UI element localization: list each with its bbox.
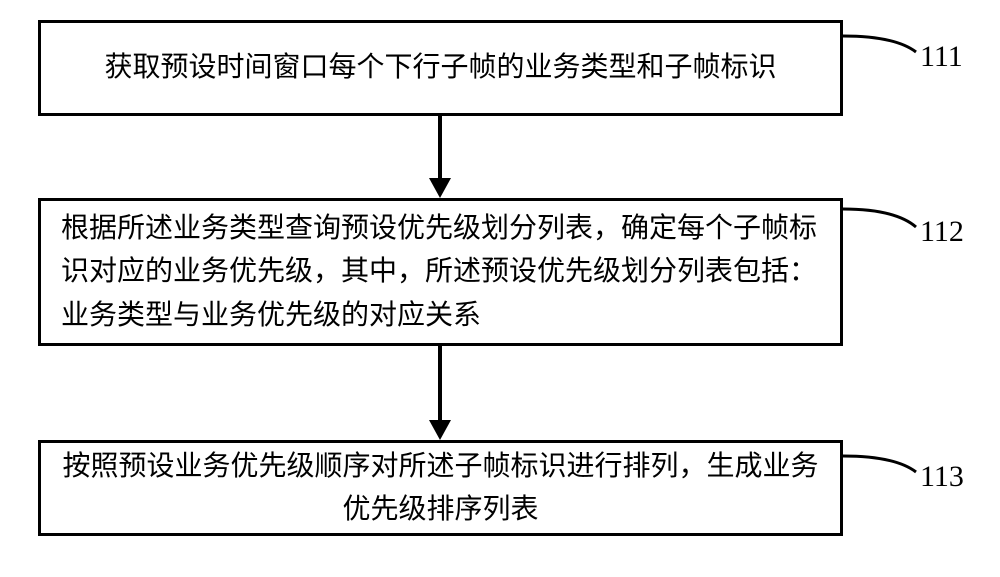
flowchart-canvas: 获取预设时间窗口每个下行子帧的业务类型和子帧标识 根据所述业务类型查询预设优先级… [0,0,1000,577]
step-1-label: 111 [920,40,963,74]
step-3-label: 113 [920,460,964,494]
step-2-label: 112 [920,215,964,249]
leader-3 [0,0,1000,577]
step-1-label-text: 111 [920,40,963,73]
step-3-label-text: 113 [920,460,964,493]
step-2-label-text: 112 [920,215,964,248]
